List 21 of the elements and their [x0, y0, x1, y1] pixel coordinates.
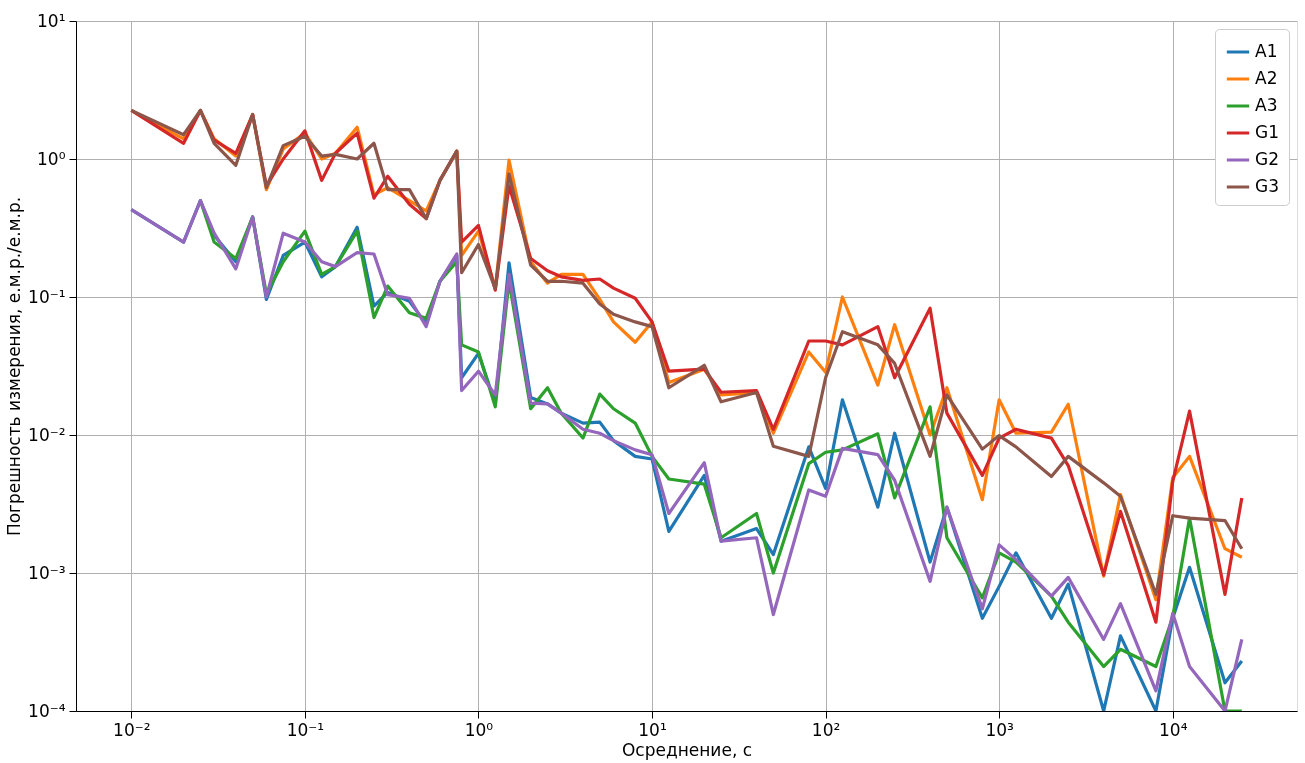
- y-tick-label: 10¹: [37, 10, 66, 31]
- x-tick-label: 10¹: [638, 719, 667, 740]
- legend-label: G1: [1255, 122, 1279, 142]
- y-tick-label: 10⁻³: [28, 562, 66, 583]
- legend-label: G2: [1255, 149, 1279, 169]
- legend-label: A1: [1255, 41, 1278, 61]
- y-tick-label: 10⁻⁴: [28, 700, 66, 721]
- x-tick-label: 10⁴: [1159, 719, 1188, 740]
- x-tick-label: 10⁻²: [113, 719, 151, 740]
- y-tick-label: 10⁻¹: [28, 286, 66, 307]
- legend-label: A3: [1255, 95, 1278, 115]
- y-axis-title: Погрешность измерения, е.м.р./е.м.р.: [4, 196, 25, 537]
- x-tick-label: 10⁰: [464, 719, 494, 740]
- legend-label: G3: [1255, 176, 1279, 196]
- x-tick-label: 10³: [985, 719, 1014, 740]
- x-axis-title: Осреднение, с: [621, 739, 753, 760]
- x-tick-label: 10⁻¹: [286, 719, 325, 740]
- y-tick-label: 10⁻²: [28, 424, 66, 445]
- x-tick-label: 10²: [811, 719, 841, 740]
- y-tick-label: 10⁰: [37, 148, 66, 169]
- legend-label: A2: [1255, 68, 1278, 88]
